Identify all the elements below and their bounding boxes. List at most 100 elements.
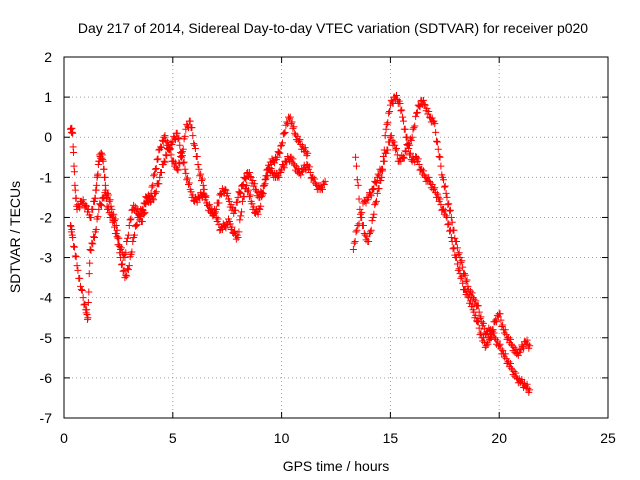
- data-point: [77, 282, 85, 290]
- data-point: [201, 193, 209, 201]
- data-point: [86, 259, 94, 267]
- data-point: [353, 176, 361, 184]
- data-point: [418, 165, 426, 173]
- data-point: [104, 191, 112, 199]
- data-point: [362, 199, 370, 207]
- data-point: [278, 139, 286, 147]
- data-point: [122, 249, 130, 257]
- data-point: [160, 133, 168, 141]
- data-point: [496, 340, 504, 348]
- data-point: [311, 175, 319, 183]
- data-point: [125, 221, 133, 229]
- data-point: [198, 175, 206, 183]
- data-point: [518, 375, 526, 383]
- data-point: [241, 174, 249, 182]
- data-point: [410, 124, 418, 132]
- data-point: [212, 213, 220, 221]
- data-point: [297, 140, 305, 148]
- data-point: [419, 96, 427, 104]
- data-point: [385, 109, 393, 117]
- data-point: [407, 136, 415, 144]
- data-point: [194, 160, 202, 168]
- data-point: [453, 260, 461, 268]
- data-point: [191, 144, 199, 152]
- data-point: [118, 260, 126, 268]
- data-point: [262, 175, 270, 183]
- data-point: [84, 314, 92, 322]
- data-point: [477, 313, 485, 321]
- y-tick-label: 0: [44, 129, 52, 145]
- data-point: [456, 270, 464, 278]
- data-point: [150, 172, 158, 180]
- data-point: [414, 101, 422, 109]
- data-point: [258, 193, 266, 201]
- data-point: [248, 200, 256, 208]
- data-point: [382, 125, 390, 133]
- data-point: [400, 154, 408, 162]
- data-point: [236, 189, 244, 197]
- data-point: [512, 345, 520, 353]
- data-point: [81, 300, 89, 308]
- data-point: [155, 180, 163, 188]
- data-point: [470, 308, 478, 316]
- data-point: [279, 130, 287, 138]
- data-point: [433, 137, 441, 145]
- data-point: [245, 193, 253, 201]
- data-point: [280, 164, 288, 172]
- data-point: [123, 238, 131, 246]
- data-point: [384, 119, 392, 127]
- data-point: [433, 138, 441, 146]
- data-point: [295, 169, 303, 177]
- data-point: [182, 169, 190, 177]
- data-point: [221, 185, 229, 193]
- series-p020-b: [67, 113, 312, 323]
- data-point: [235, 188, 243, 196]
- data-point: [191, 141, 199, 149]
- data-point: [70, 243, 78, 251]
- data-point: [161, 158, 169, 166]
- data-point: [193, 152, 201, 160]
- data-point: [133, 205, 141, 213]
- data-point: [124, 266, 132, 274]
- data-point: [463, 287, 471, 295]
- data-point: [276, 167, 284, 175]
- data-point: [70, 168, 78, 176]
- data-point: [448, 218, 456, 226]
- data-point: [505, 334, 513, 342]
- data-point: [401, 125, 409, 133]
- data-point: [233, 198, 241, 206]
- data-point: [165, 146, 173, 154]
- data-point: [453, 254, 461, 262]
- y-tick-label: -1: [40, 169, 53, 185]
- data-point: [486, 335, 494, 343]
- data-point: [194, 193, 202, 201]
- data-point: [487, 334, 495, 342]
- data-point: [170, 157, 178, 165]
- data-point: [369, 185, 377, 193]
- data-point: [490, 329, 498, 337]
- data-point: [438, 206, 446, 214]
- data-point: [175, 134, 183, 142]
- data-point: [124, 231, 132, 239]
- data-point: [294, 165, 302, 173]
- data-point: [433, 190, 441, 198]
- data-point: [218, 225, 226, 233]
- data-point: [437, 201, 445, 209]
- data-point: [492, 335, 500, 343]
- data-point: [352, 162, 360, 170]
- data-point: [391, 141, 399, 149]
- data-point: [202, 192, 210, 200]
- data-point: [383, 120, 391, 128]
- data-point: [237, 212, 245, 220]
- data-point: [140, 209, 148, 217]
- data-point: [448, 238, 456, 246]
- data-point: [175, 159, 183, 167]
- data-point: [157, 143, 165, 151]
- data-point: [435, 152, 443, 160]
- data-point: [125, 262, 133, 270]
- data-point: [423, 104, 431, 112]
- data-point: [234, 193, 242, 201]
- data-point: [425, 108, 433, 116]
- data-point: [173, 165, 181, 173]
